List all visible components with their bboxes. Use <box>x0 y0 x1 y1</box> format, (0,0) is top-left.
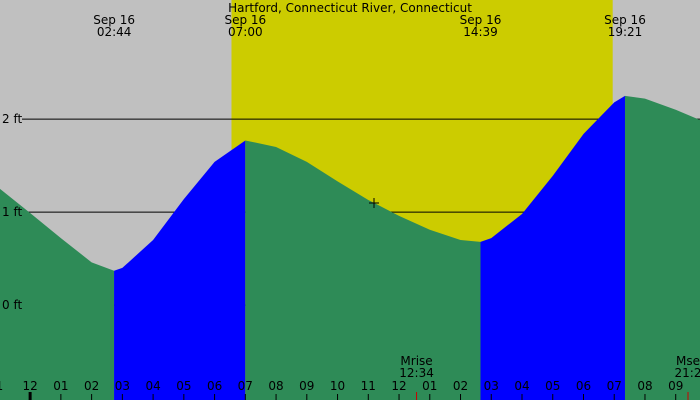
falling-tide <box>0 188 115 400</box>
x-tick-label: 02 <box>453 379 468 393</box>
event-time: 02:44 <box>97 25 132 39</box>
cursor-cross <box>369 198 379 208</box>
x-tick-label: 05 <box>545 379 560 393</box>
x-tick-label: 05 <box>176 379 191 393</box>
falling-tide <box>245 140 481 400</box>
x-tick-label: 07 <box>607 379 622 393</box>
rising-tide <box>114 140 246 400</box>
chart-title: Hartford, Connecticut River, Connecticut <box>228 1 472 15</box>
event-time: 19:21 <box>608 25 643 39</box>
event-time: 07:00 <box>228 25 263 39</box>
moon-event-name: Mrise <box>400 354 432 368</box>
x-tick-label: 06 <box>576 379 591 393</box>
y-tick-label: 0 ft <box>2 298 22 312</box>
moon-event-time: 12:34 <box>399 366 434 380</box>
event-time: 14:39 <box>463 25 498 39</box>
x-tick-label: 07 <box>238 379 253 393</box>
x-tick-label: 06 <box>207 379 222 393</box>
falling-tide <box>624 95 700 400</box>
x-tick-label: 10 <box>330 379 345 393</box>
moon-event-name: Mse <box>676 354 700 368</box>
x-tick-label: 03 <box>484 379 499 393</box>
x-tick-label: 04 <box>514 379 529 393</box>
rising-tide <box>480 95 625 400</box>
y-tick-label: 2 ft <box>2 112 22 126</box>
y-tick-label: 1 ft <box>2 205 22 219</box>
x-tick-label: 04 <box>145 379 160 393</box>
event-date: Sep 16 <box>604 13 646 27</box>
x-tick-label: 08 <box>637 379 652 393</box>
x-tick-label: 08 <box>268 379 283 393</box>
event-date: Sep 16 <box>460 13 502 27</box>
x-tick-label: 02 <box>84 379 99 393</box>
x-tick-label: 11 <box>361 379 376 393</box>
moon-event-time: 21:2 <box>675 366 700 380</box>
event-date: Sep 16 <box>93 13 135 27</box>
x-tick-label: 01 <box>422 379 437 393</box>
event-date: Sep 16 <box>224 13 266 27</box>
x-tick-label: 03 <box>115 379 130 393</box>
x-tick-label: 12 <box>391 379 406 393</box>
x-tick-label: 12 <box>22 379 37 393</box>
x-tick-label: 09 <box>668 379 683 393</box>
x-tick-label: 09 <box>299 379 314 393</box>
x-tick-label: 01 <box>53 379 68 393</box>
x-tick-label: 1 <box>0 379 3 393</box>
